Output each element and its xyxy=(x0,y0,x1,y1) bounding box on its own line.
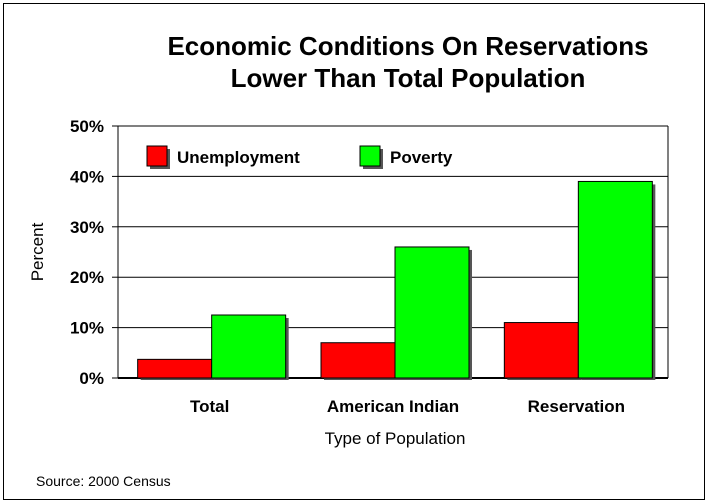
legend-label-poverty: Poverty xyxy=(390,148,453,167)
y-tick-label: 30% xyxy=(70,218,104,237)
bar-unemployment-1 xyxy=(320,342,396,379)
x-axis-categories: Total American Indian Reservation xyxy=(190,397,625,416)
y-axis-label: Percent xyxy=(28,222,47,281)
bar-poverty-0 xyxy=(211,314,287,379)
legend-swatch-unemployment xyxy=(146,145,168,167)
bar-poverty-1 xyxy=(394,246,470,379)
y-tick-label: 50% xyxy=(70,117,104,136)
y-tick-label: 40% xyxy=(70,167,104,186)
x-category-label: American Indian xyxy=(327,397,459,416)
bar-poverty-2 xyxy=(577,180,653,379)
legend-swatch-poverty xyxy=(359,145,381,167)
bars xyxy=(137,180,656,380)
bar-unemployment-2 xyxy=(503,322,579,379)
y-tick-label: 10% xyxy=(70,319,104,338)
x-category-label: Total xyxy=(190,397,229,416)
source-note: Source: 2000 Census xyxy=(36,473,171,489)
x-axis-label: Type of Population xyxy=(325,429,466,448)
x-category-label: Reservation xyxy=(528,397,625,416)
legend-label-unemployment: Unemployment xyxy=(177,148,300,167)
legend: Unemployment Poverty xyxy=(146,145,453,169)
bar-unemployment-0 xyxy=(137,358,213,379)
y-tick-label: 0% xyxy=(79,369,104,388)
chart-title-line-2: Lower Than Total Population xyxy=(231,63,586,93)
chart-title-line-1: Economic Conditions On Reservations xyxy=(167,31,648,61)
y-tick-label: 20% xyxy=(70,268,104,287)
y-axis-ticks: 0% 10% 20% 30% 40% 50% xyxy=(70,117,104,388)
